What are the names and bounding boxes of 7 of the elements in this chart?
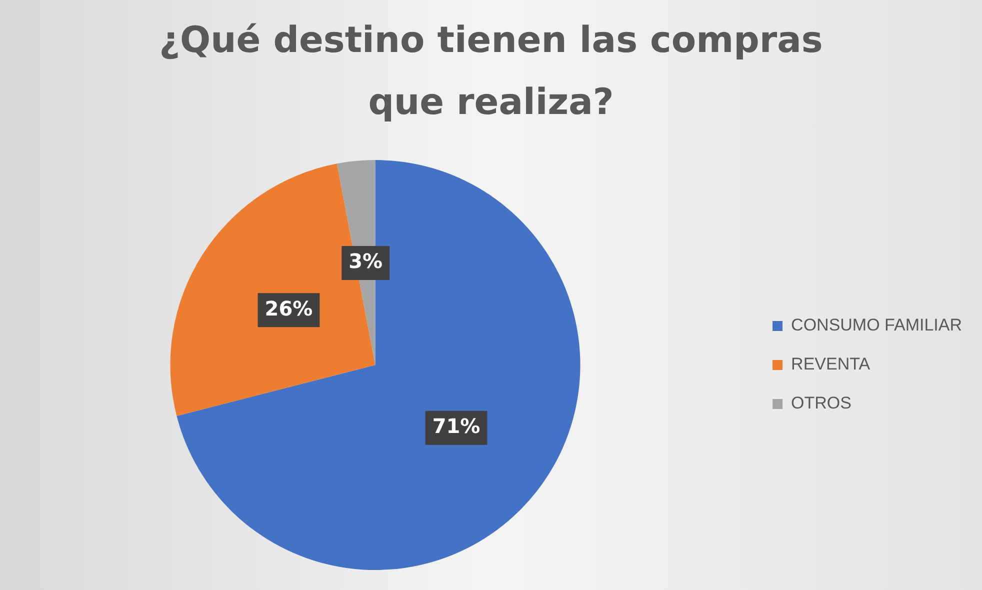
data-label: 26% (264, 296, 313, 320)
chart-title: ¿Qué destino tienen las compras que realiza? (158, 19, 824, 125)
legend-label: REVENTA (791, 354, 871, 374)
legend-label: OTROS (791, 394, 852, 413)
legend-label: CONSUMO FAMILIAR (791, 316, 962, 335)
data-label: 3% (348, 249, 383, 274)
data-label: 71% (432, 414, 480, 438)
